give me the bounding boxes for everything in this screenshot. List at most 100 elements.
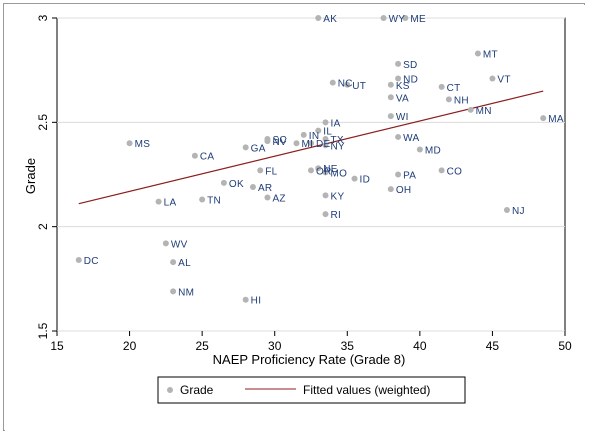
point-mn [467,106,474,113]
label-id: ID [360,175,371,186]
label-vt: VT [497,75,510,86]
point-wa [395,133,402,140]
point-al [170,259,177,266]
point-wi [387,113,394,120]
label-ky: KY [331,191,345,202]
point-tx [322,136,329,143]
fitted-line-layer [78,90,544,205]
point-co [438,167,445,174]
point-mt [474,50,481,57]
label-nj: NJ [512,206,525,217]
point-tn [199,196,206,203]
label-az: AZ [272,193,285,204]
point-sc [264,136,271,143]
point-mi [293,140,300,147]
point-nj [503,206,510,213]
point-ia [322,119,329,126]
fitted-values-line [78,90,544,205]
point-ky [322,192,329,199]
point-ar [249,184,256,191]
point-dc [75,257,82,264]
label-de: DE [316,139,331,150]
legend-box [157,376,466,404]
label-dc: DC [84,256,99,267]
label-nm: NM [178,287,194,298]
point-ma [540,115,547,122]
label-wy: WY [389,14,406,25]
label-fl: FL [265,166,277,177]
label-ri: RI [331,210,342,221]
label-sc: SC [272,135,287,146]
legend-fit-label: Fitted values (weighted) [303,383,430,397]
y-tick-label: 2 [36,223,50,230]
point-oh [387,186,394,193]
x-tick-label: 15 [50,339,64,353]
label-ga: GA [251,143,266,154]
y-tick-label: 2.5 [36,114,50,131]
label-ok: OK [229,179,244,190]
label-wv: WV [171,239,188,250]
point-ne [315,165,322,172]
x-axis-title: NAEP Proficiency Rate (Grade 8) [213,352,406,367]
label-ca: CA [200,152,215,163]
label-tx: TX [331,135,344,146]
point-nc [329,79,336,86]
label-wi: WI [396,112,409,123]
x-tick-label: 30 [268,339,282,353]
point-wy [380,15,387,21]
label-ak: AK [323,14,337,25]
gridlines [57,17,565,332]
label-tn: TN [207,196,221,207]
point-pa [395,171,402,178]
axes: 1.5 2 2.5 3 15 20 25 30 35 40 45 50 [36,14,572,353]
plot-region [56,17,566,332]
point-mo [322,169,329,176]
point-in [300,131,307,138]
point-ct [438,83,445,90]
chart-frame: 1.5 2 2.5 3 15 20 25 30 35 40 45 50 AK WY ME MT SD VT KS N… [3,3,585,431]
y-axis-title: Grade [23,158,38,194]
point-nm [170,288,177,295]
label-hi: HI [251,296,262,307]
label-pa: PA [403,171,416,182]
points-layer [75,15,547,303]
point-vt [489,75,496,82]
x-tick-label: 25 [195,339,209,353]
label-al: AL [178,258,191,269]
point-nd [395,75,402,82]
label-md: MD [425,145,441,156]
label-va: VA [396,93,409,104]
label-me: ME [410,14,426,25]
legend-grade-label: Grade [180,383,214,397]
point-ny [322,142,329,149]
point-az [264,194,271,201]
point-de [308,140,314,147]
point-va [387,94,394,101]
point-me [402,15,409,21]
label-ut: UT [352,81,366,92]
label-nc: NC [338,79,353,90]
point-ks [387,81,394,88]
label-sd: SD [403,60,418,71]
label-ny: NY [331,141,346,152]
label-co: CO [447,166,463,177]
y-tick-label: 1.5 [36,322,50,339]
legend-grade-marker [167,387,173,393]
x-tick-label: 35 [341,339,355,353]
label-nv: NV [272,137,287,148]
x-tick-label: 50 [558,339,572,353]
y-tick-label: 3 [36,14,50,21]
label-oh: OH [396,185,412,196]
label-ma: MA [548,114,564,125]
x-tick-label: 40 [413,339,427,353]
point-ca [191,152,198,159]
point-hi [242,296,249,303]
legend: Grade Fitted values (weighted) [157,376,466,404]
label-mt: MT [483,49,498,60]
label-mn: MN [476,106,492,117]
point-sd [395,60,402,67]
point-wv [162,240,169,247]
point-ok [220,179,227,186]
